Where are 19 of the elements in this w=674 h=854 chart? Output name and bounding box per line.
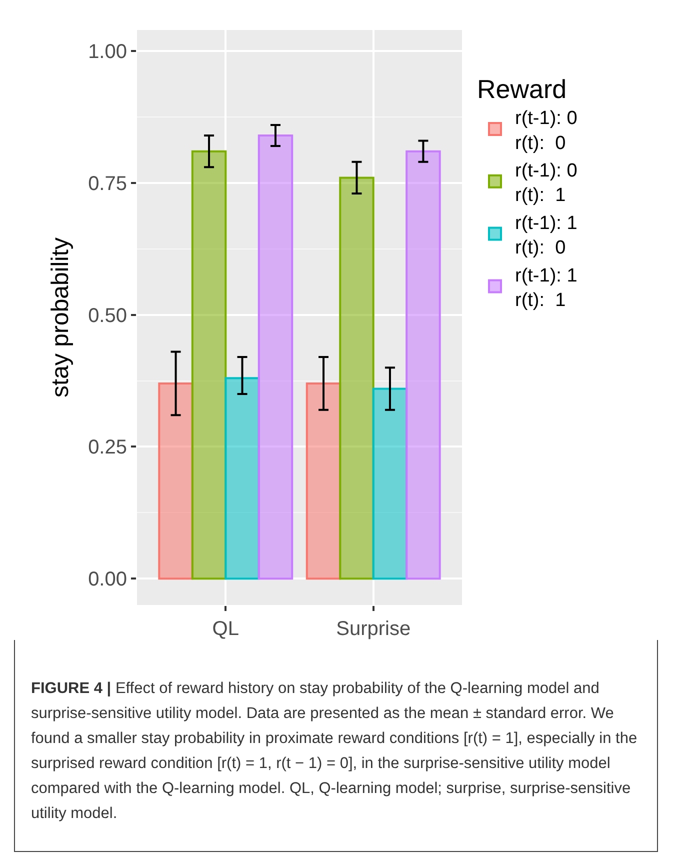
legend-label: r(t-1): 1 r(t): 1: [515, 265, 578, 311]
x-tick-label: Surprise: [336, 618, 411, 640]
y-axis-title: stay probability: [47, 237, 74, 398]
bar: [191, 150, 227, 580]
bar: [306, 382, 342, 580]
bar: [406, 150, 441, 580]
text: FIGURE 4 | Effect of reward history on stay probability of the Q-learning model and surprise-sensitive utility model. Data are presented as the mean ± standard error. We found a smaller stay probability in proximate reward conditions [r(t) = 1], especially in the surprised reward condition [r(t) = 1, r(t − 1) = 0], in the surprise-sensitive utility model compared with the Q-learning model. QL, Q-learning model; surprise, surprise-sensitive utility model.: [31, 679, 638, 824]
bar: [258, 134, 294, 580]
y-tick-label: 0.50: [88, 304, 127, 327]
bar: [339, 176, 374, 580]
x-tick-label: QL: [212, 618, 239, 640]
bar: [372, 388, 408, 580]
bar: [224, 377, 260, 580]
y-tick-label: 0.75: [88, 172, 127, 195]
y-tick-label: 1.00: [88, 41, 127, 64]
y-tick-label: 0.00: [88, 568, 127, 591]
legend-title: Reward: [477, 74, 567, 104]
bar: [158, 382, 194, 580]
y-tick-label: 0.25: [88, 436, 127, 459]
